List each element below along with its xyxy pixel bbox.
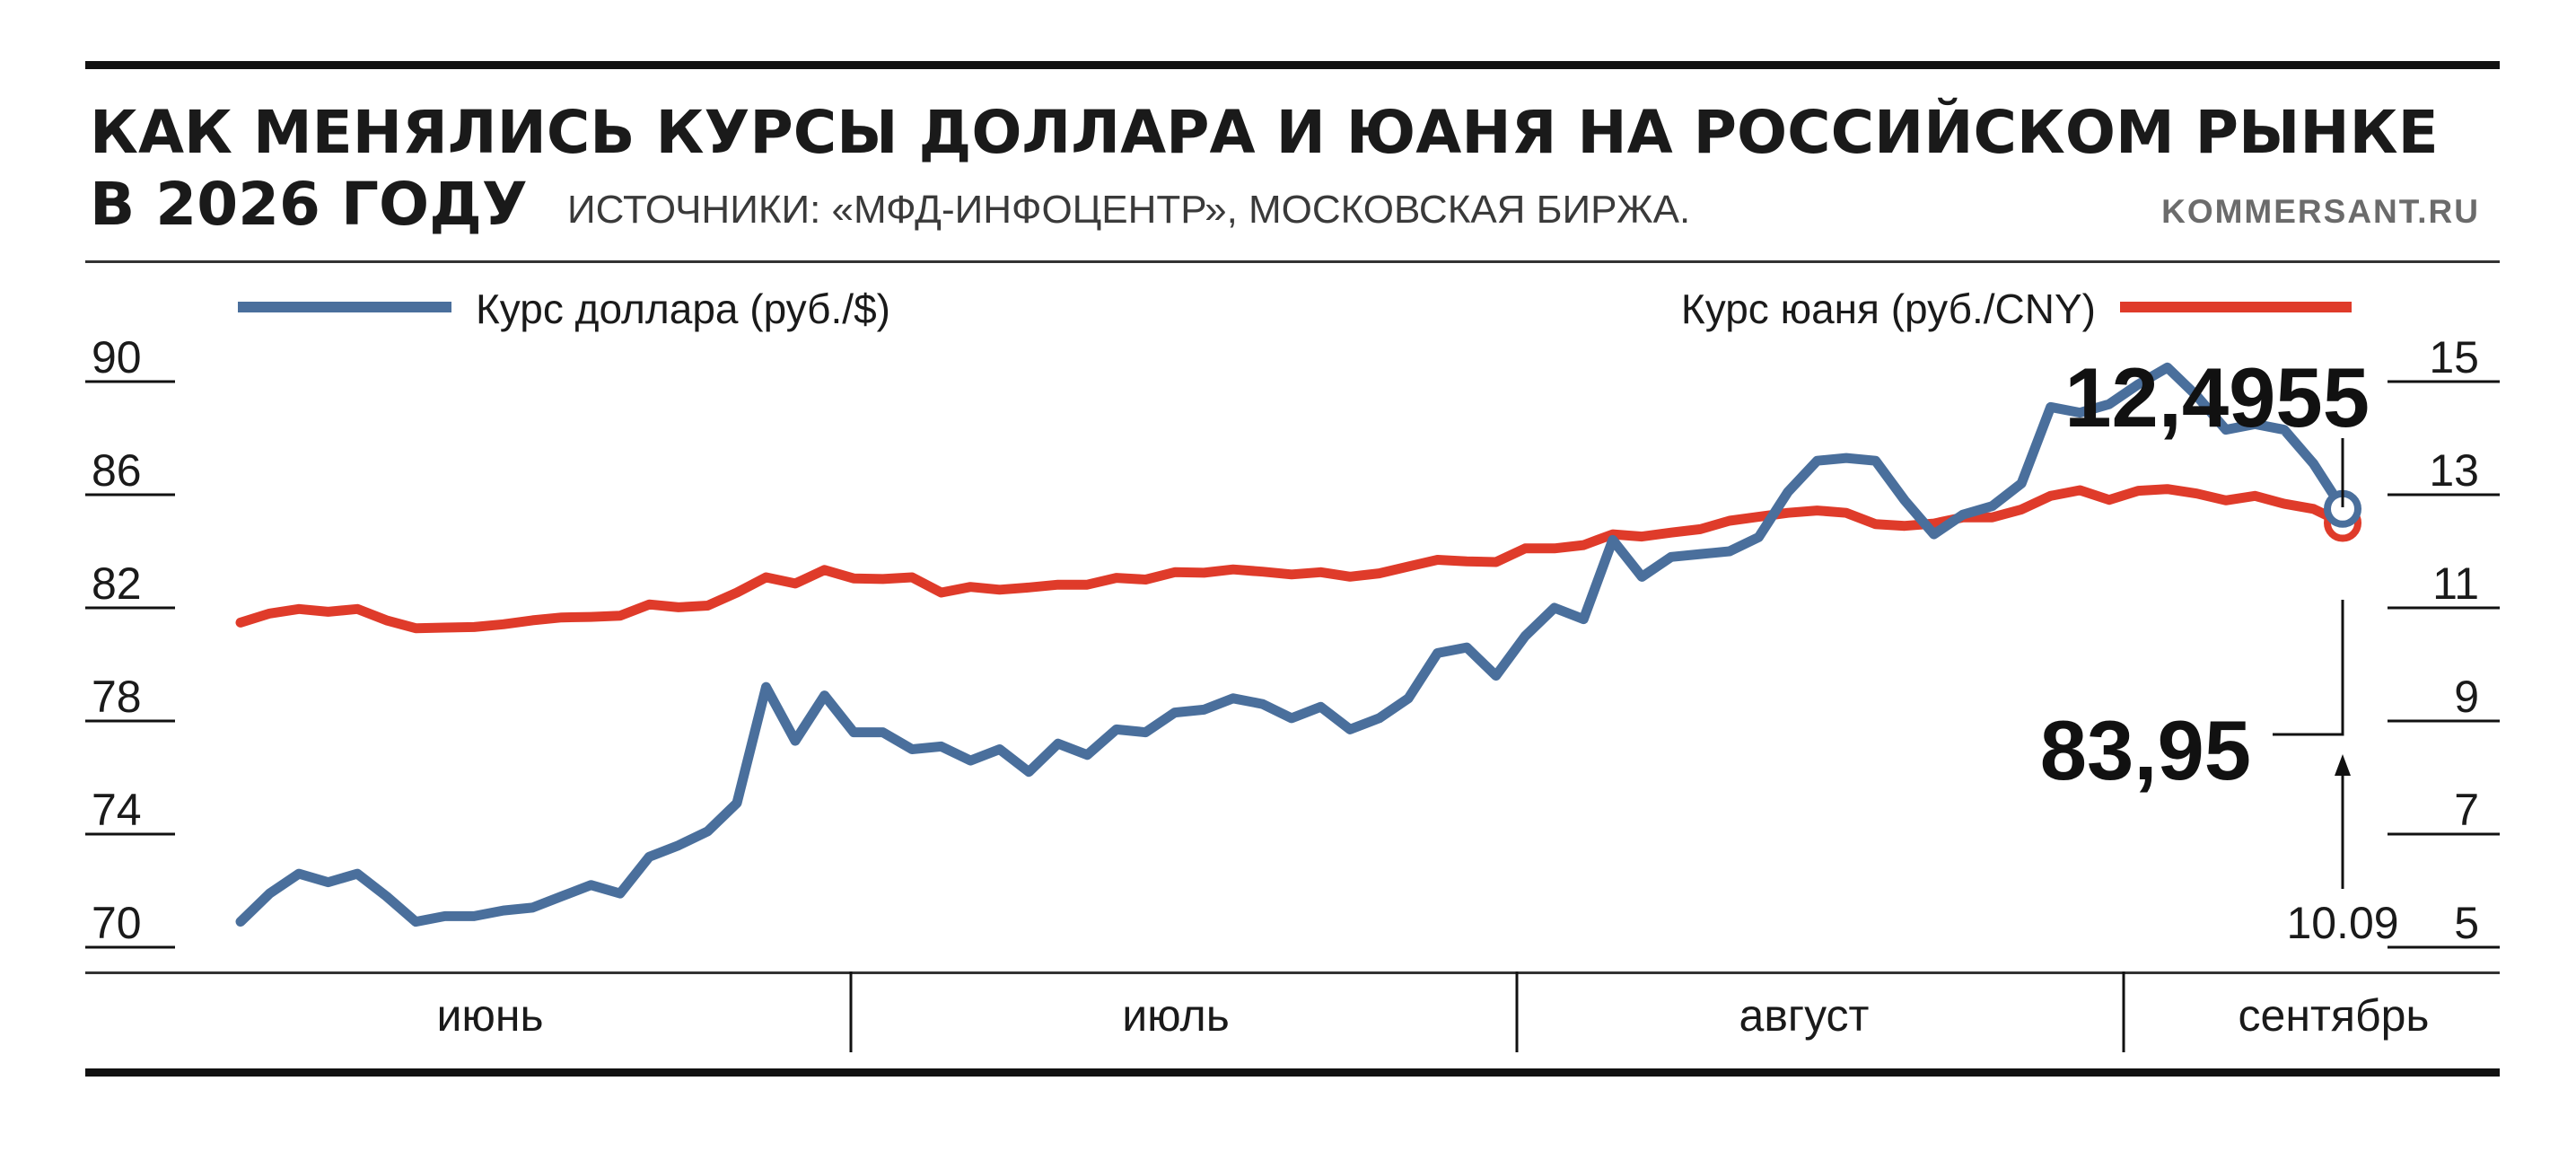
left-tick-label: 74 bbox=[92, 785, 142, 835]
date-arrow-head bbox=[2335, 754, 2351, 776]
right-tick-label: 5 bbox=[2454, 898, 2479, 948]
dollar-end-value: 83,95 bbox=[2040, 703, 2251, 797]
header-divider bbox=[85, 260, 2500, 263]
source-note: ИСТОЧНИКИ: «МФД-ИНФОЦЕНТР», МОСКОВСКАЯ Б… bbox=[567, 188, 1690, 232]
right-tick-label: 15 bbox=[2429, 332, 2479, 382]
left-tick-label: 86 bbox=[92, 445, 142, 496]
right-tick-label: 11 bbox=[2432, 558, 2479, 609]
left-tick-label: 90 bbox=[92, 332, 142, 382]
month-label-june: июнь bbox=[436, 990, 543, 1041]
month-label-july: июль bbox=[1122, 990, 1230, 1041]
series-line-dollar bbox=[235, 362, 2348, 927]
chart-title-line2: В 2026 ГОДУ bbox=[90, 170, 528, 239]
month-label-september: сентябрь bbox=[2239, 990, 2430, 1041]
x-axis-line bbox=[85, 971, 2500, 974]
right-tick-label: 13 bbox=[2429, 445, 2479, 496]
top-rule bbox=[85, 61, 2500, 69]
legend-label-yuan: Курс юаня (руб./CNY) bbox=[1681, 286, 2096, 332]
right-tick-label: 7 bbox=[2454, 785, 2479, 835]
brand-label: KOMMERSANT.RU bbox=[2161, 193, 2480, 230]
yuan-end-value: 12,4955 bbox=[2064, 350, 2370, 444]
month-label-august: август bbox=[1739, 990, 1870, 1041]
chart-title-line1: КАК МЕНЯЛИСЬ КУРСЫ ДОЛЛАРА И ЮАНЯ НА РОС… bbox=[90, 97, 2439, 167]
bottom-rule bbox=[85, 1068, 2500, 1077]
left-y-axis: 90 86 82 78 74 70 bbox=[85, 332, 175, 949]
highlight-date: 10.09 bbox=[2286, 898, 2398, 948]
right-y-axis: 15 13 11 9 7 5 bbox=[2388, 332, 2500, 949]
legend-label-dollar: Курс доллара (руб./$) bbox=[476, 286, 890, 332]
left-tick-label: 82 bbox=[92, 558, 142, 609]
left-tick-label: 70 bbox=[92, 898, 142, 948]
series-line-yuan bbox=[235, 484, 2348, 634]
left-tick-label: 78 bbox=[92, 672, 142, 722]
dollar-callout-leader bbox=[2273, 600, 2344, 736]
right-tick-label: 9 bbox=[2454, 672, 2479, 722]
